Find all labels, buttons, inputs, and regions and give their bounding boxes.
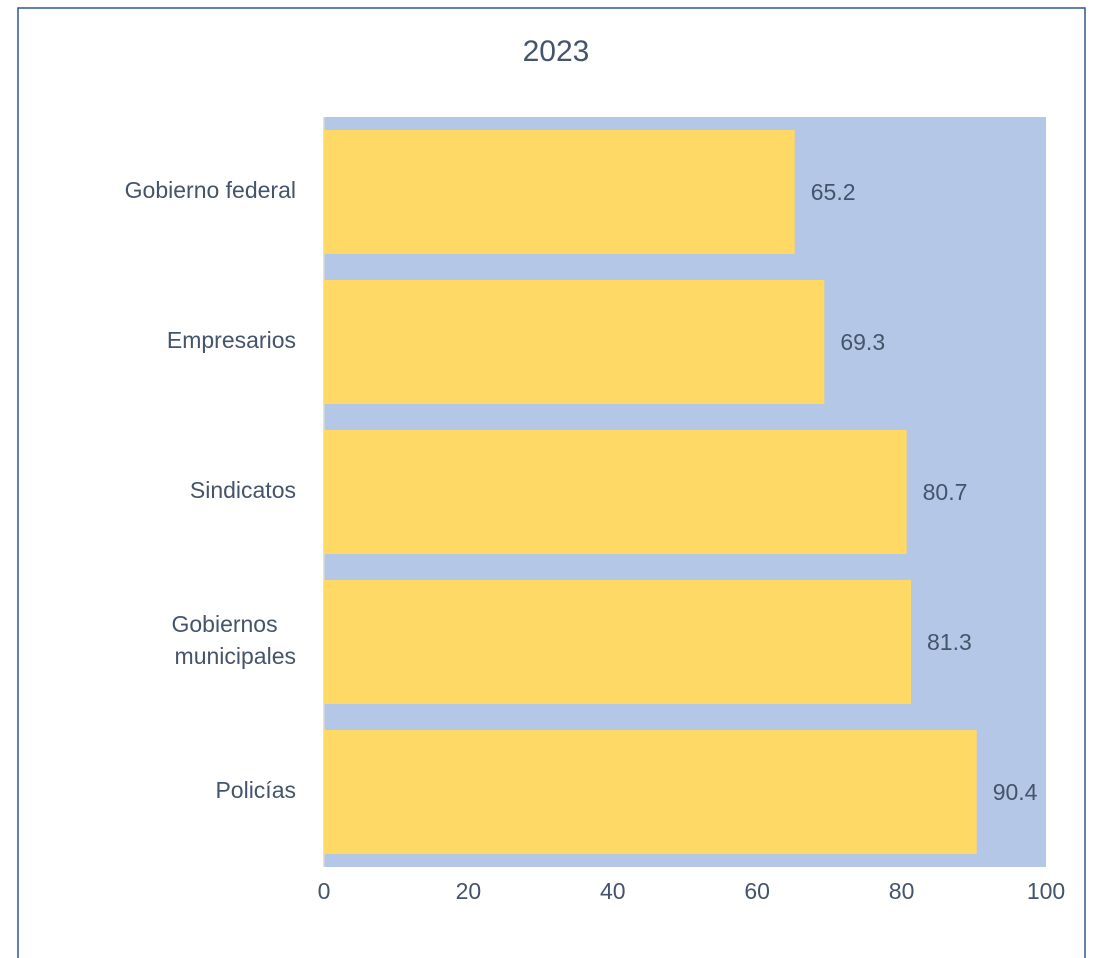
x-tick-label: 20 [456, 878, 482, 904]
bar [324, 130, 795, 254]
x-tick-label: 0 [318, 878, 331, 904]
data-label: 81.3 [927, 629, 972, 655]
data-label: 65.2 [811, 179, 856, 205]
y-tick-label: Gobiernos municipales [171, 611, 296, 669]
x-tick-label: 80 [889, 878, 915, 904]
bar [324, 580, 911, 704]
data-label: 80.7 [923, 479, 968, 505]
y-tick-label: Sindicatos [190, 477, 296, 503]
label-line: Gobiernos [171, 611, 284, 637]
data-label: 69.3 [840, 329, 885, 355]
x-tick-label: 60 [744, 878, 770, 904]
y-tick-label: Empresarios [167, 327, 296, 353]
x-tick-label: 100 [1027, 878, 1065, 904]
y-tick-label: Policías [215, 777, 296, 803]
label-line: municipales [175, 643, 296, 669]
y-tick-label: Gobierno federal [125, 177, 296, 203]
bar [324, 730, 977, 854]
bar [324, 280, 825, 404]
x-tick-label: 40 [600, 878, 626, 904]
data-label: 90.4 [993, 779, 1038, 805]
chart-title: 2023 [523, 35, 590, 68]
bar [324, 430, 907, 554]
